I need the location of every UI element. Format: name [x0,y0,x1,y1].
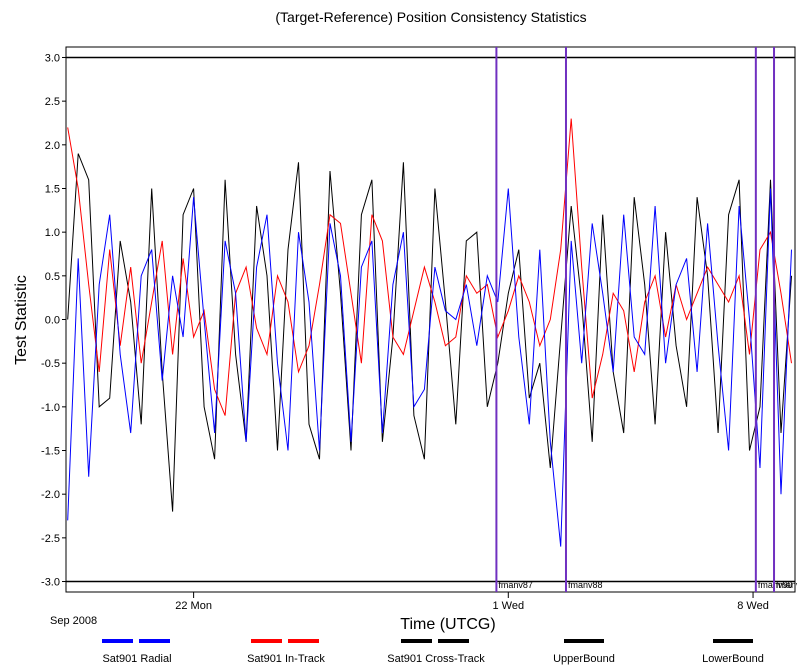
legend-label: Sat901 In-Track [247,653,325,665]
event-label: fmanv90 [758,580,793,590]
y-tick-label: -1.5 [41,446,60,458]
y-tick-label: -0.5 [41,358,60,370]
legend-swatch [438,639,469,643]
y-axis-label: Test Statistic [13,275,30,365]
series-line [67,118,792,416]
y-tick-label: -1.0 [41,402,60,414]
y-tick-label: 3.0 [45,52,60,64]
event-label: fmanv87 [498,580,533,590]
event-label: fmanv88 [568,580,603,590]
legend-swatch [713,639,753,643]
legend-label: LowerBound [702,653,764,665]
x-tick-label: 8 Wed [737,600,769,612]
y-tick-label: -3.0 [41,577,60,589]
y-tick-label: 1.5 [45,183,60,195]
legend-swatch [102,639,133,643]
legend-label: Sat901 Cross-Track [387,653,485,665]
legend-swatch [401,639,432,643]
legend-swatch [139,639,170,643]
x-period-label: Sep 2008 [50,615,97,627]
series-line [67,188,792,547]
legend-swatch [564,639,604,643]
y-tick-label: 0.0 [45,315,60,327]
legend-swatch [251,639,282,643]
x-tick-label: 22 Mon [175,600,212,612]
y-tick-label: 2.5 [45,96,60,108]
y-tick-label: 2.0 [45,140,60,152]
y-tick-label: -2.5 [41,533,60,545]
event-label: fmanv89 [776,580,797,590]
y-tick-label: 0.5 [45,271,60,283]
x-axis-label: Time (UTCG) [400,616,495,633]
y-tick-label: 1.0 [45,227,60,239]
x-tick-label: 1 Wed [492,600,524,612]
legend-swatch [288,639,319,643]
legend-label: Sat901 Radial [102,653,171,665]
legend-label: UpperBound [553,653,615,665]
chart-title: (Target-Reference) Position Consistency … [275,9,586,25]
y-tick-label: -2.0 [41,489,60,501]
